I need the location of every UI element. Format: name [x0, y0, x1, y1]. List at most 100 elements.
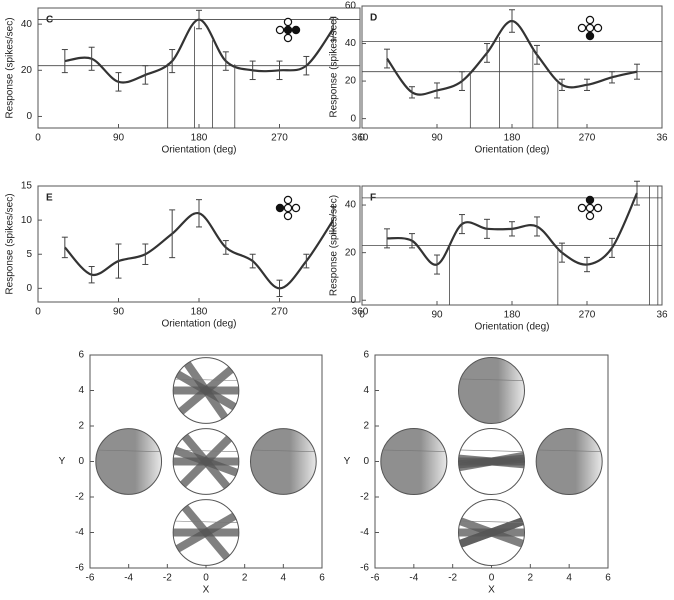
error-bar — [484, 44, 490, 63]
x-tick-label: 4 — [566, 573, 572, 584]
electrode-icon — [284, 34, 291, 41]
error-bar — [169, 50, 175, 73]
y-tick-label: 20 — [345, 247, 357, 258]
x-tick-label: 270 — [579, 310, 596, 321]
x-tick-label: 180 — [191, 307, 208, 318]
x-tick-label: 0 — [35, 307, 41, 318]
x-tick-label: -6 — [86, 573, 95, 584]
y-tick-label: 0 — [78, 456, 84, 467]
x-tick-label: 90 — [113, 133, 125, 144]
error-bar — [559, 243, 565, 262]
x-axis-label: Orientation (deg) — [474, 145, 549, 156]
y-tick-label: 0 — [363, 456, 369, 467]
error-bar — [62, 237, 68, 257]
electrode-icon — [284, 212, 291, 219]
x-tick-label: -2 — [163, 573, 172, 584]
x-axis-label: Orientation (deg) — [161, 145, 236, 156]
x-tick-label: 6 — [605, 573, 611, 584]
electrode-icon — [578, 204, 585, 211]
x-tick-label: 270 — [579, 133, 596, 144]
panel-label: D — [370, 13, 377, 24]
electrode-icon — [586, 16, 593, 23]
y-tick-label: 0 — [26, 111, 32, 122]
electrode-disc — [96, 429, 162, 495]
x-tick-label: 0 — [489, 573, 495, 584]
electrode-icon — [292, 26, 299, 33]
x-tick-label: 0 — [203, 573, 209, 584]
panel-label: C — [46, 15, 53, 26]
electrode-icon — [594, 24, 601, 31]
error-bar — [634, 181, 640, 205]
x-tick-label: 2 — [242, 573, 248, 584]
electrode-disc — [250, 429, 316, 495]
x-tick-label: 2 — [528, 573, 534, 584]
x-tick-label: 270 — [271, 307, 288, 318]
error-bar — [303, 254, 309, 268]
electrode-icon — [276, 204, 283, 211]
y-tick-label: 4 — [78, 385, 84, 396]
y-tick-label: 60 — [345, 1, 357, 12]
y-axis-label: Y — [344, 456, 351, 467]
y-tick-label: -6 — [360, 563, 369, 574]
y-tick-label: 20 — [345, 76, 357, 87]
y-tick-label: 40 — [345, 38, 357, 49]
electrode-icon — [284, 18, 291, 25]
y-tick-label: 2 — [78, 421, 84, 432]
x-tick-label: 36 — [656, 310, 668, 321]
electrode-disc — [458, 357, 524, 423]
x-axis-label: X — [488, 585, 495, 596]
y-axis-label: Response (spikes/sec) — [329, 16, 340, 117]
x-tick-label: 180 — [191, 133, 208, 144]
electrode-icon — [284, 196, 291, 203]
x-tick-label: 36 — [656, 133, 668, 144]
figure: 09018027036002040Orientation (deg)Respon… — [0, 0, 674, 600]
electrode-icon — [276, 26, 283, 33]
y-axis-label: Response (spikes/sec) — [5, 193, 16, 294]
x-tick-label: 0 — [359, 310, 365, 321]
x-tick-label: 0 — [35, 133, 41, 144]
y-tick-label: 5 — [26, 249, 32, 260]
x-tick-label: 90 — [431, 310, 443, 321]
electrode-icon — [586, 196, 593, 203]
x-axis-label: Orientation (deg) — [161, 319, 236, 330]
y-tick-label: 4 — [363, 385, 369, 396]
y-axis-label: Response (spikes/sec) — [329, 195, 340, 296]
y-tick-label: -6 — [75, 563, 84, 574]
electrode-icon — [292, 204, 299, 211]
y-tick-label: 40 — [345, 200, 357, 211]
x-tick-label: 0 — [359, 133, 365, 144]
x-tick-label: 90 — [431, 133, 443, 144]
x-tick-label: -6 — [371, 573, 380, 584]
orientation-bar — [167, 529, 246, 537]
x-axis-label: X — [203, 585, 210, 596]
y-tick-label: 15 — [21, 181, 33, 192]
y-tick-label: 10 — [21, 215, 33, 226]
y-tick-label: 20 — [21, 65, 33, 76]
error-bar — [169, 210, 175, 258]
electrode-icon — [578, 24, 585, 31]
x-tick-label: 6 — [319, 573, 325, 584]
x-tick-label: 90 — [113, 307, 125, 318]
y-tick-label: -2 — [75, 492, 84, 503]
y-tick-label: 0 — [26, 283, 32, 294]
electrode-icon — [594, 204, 601, 211]
y-tick-label: 6 — [363, 350, 369, 361]
error-bar — [534, 45, 540, 64]
y-tick-label: -4 — [360, 527, 369, 538]
y-tick-label: 40 — [21, 19, 33, 30]
x-tick-label: 4 — [281, 573, 287, 584]
y-tick-label: 6 — [78, 350, 84, 361]
electrode-icon — [586, 32, 593, 39]
electrode-icon — [586, 204, 593, 211]
electrode-disc — [536, 428, 602, 494]
x-tick-label: -2 — [448, 573, 457, 584]
x-tick-label: -4 — [409, 573, 418, 584]
y-tick-label: 0 — [350, 295, 356, 306]
electrode-icon — [284, 26, 291, 33]
error-bar — [609, 238, 615, 257]
y-tick-label: -2 — [360, 492, 369, 503]
y-axis-label: Y — [59, 456, 66, 467]
electrode-disc — [381, 428, 447, 494]
y-tick-label: 0 — [350, 113, 356, 124]
error-bar — [384, 49, 390, 68]
